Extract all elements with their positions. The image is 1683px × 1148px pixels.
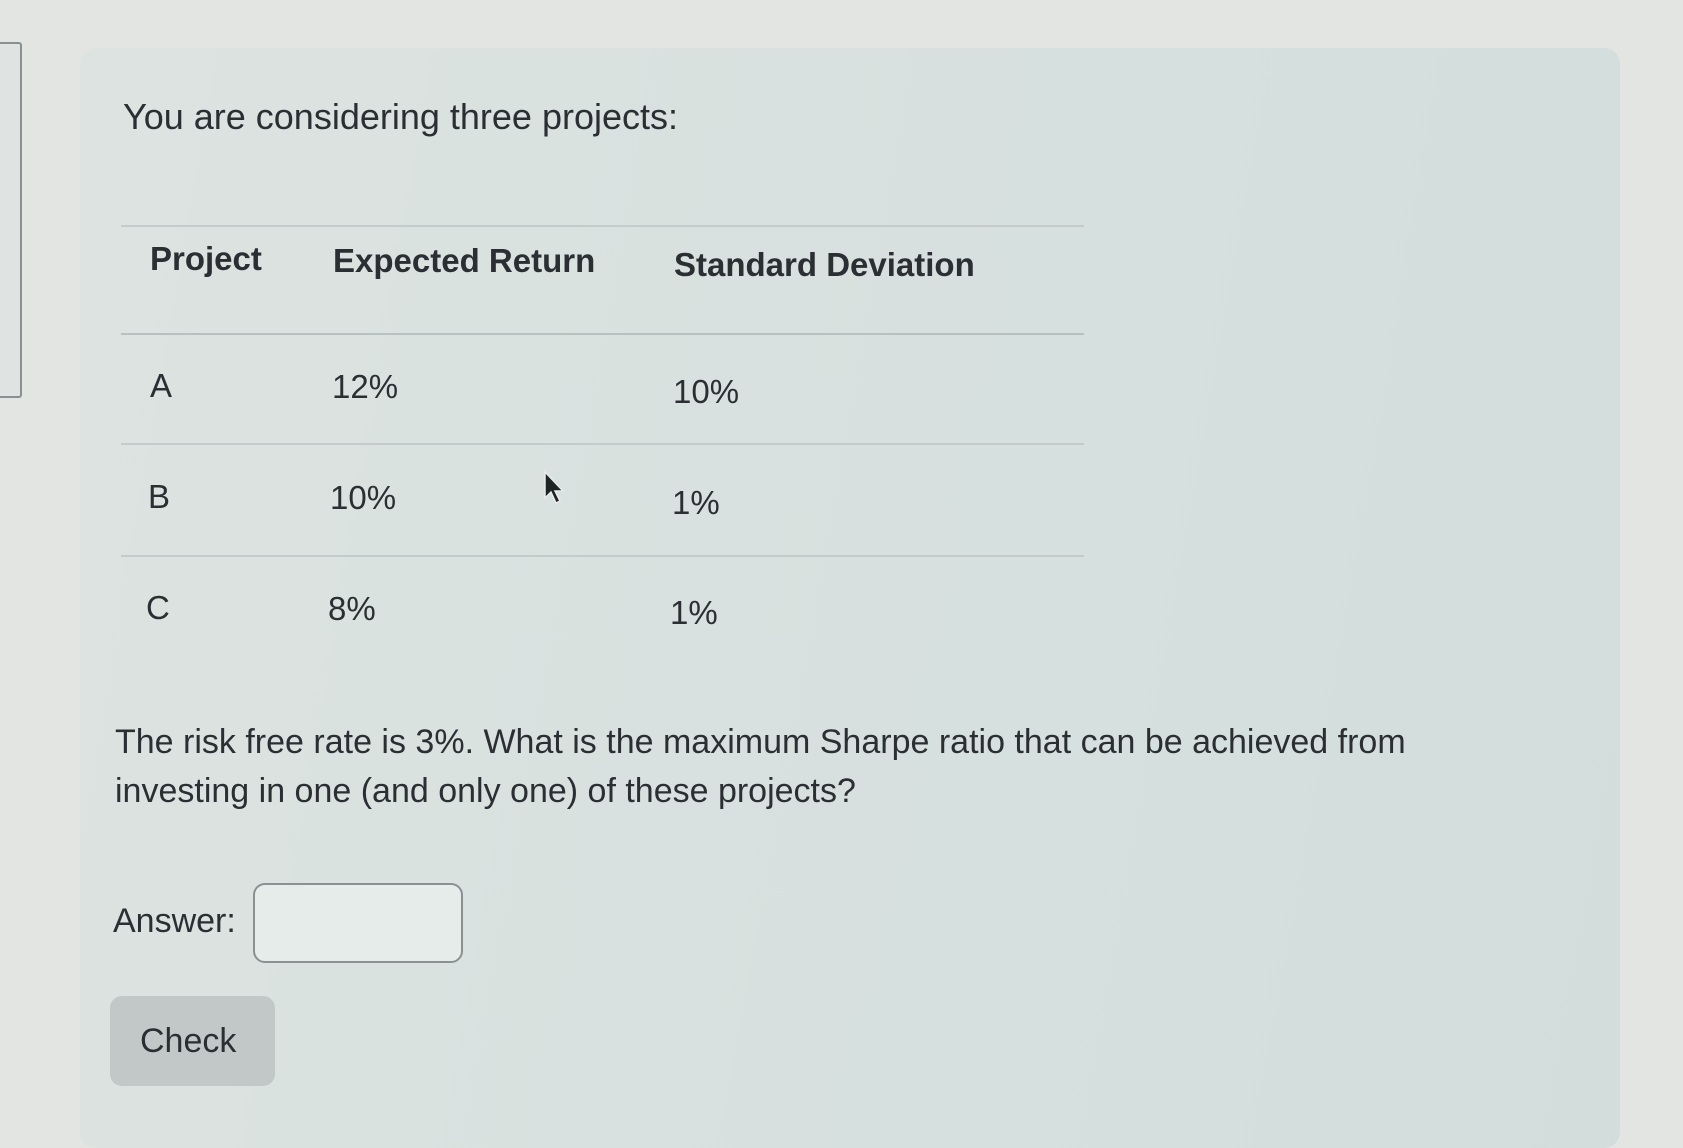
row-a-sd: 10% bbox=[673, 373, 740, 410]
row-c-return: 8% bbox=[328, 590, 376, 627]
row-c-project: C bbox=[146, 589, 170, 626]
check-button[interactable]: Check bbox=[110, 996, 275, 1086]
window-edge bbox=[0, 42, 22, 398]
question-card bbox=[80, 48, 1620, 1148]
row-b-sd: 1% bbox=[672, 484, 720, 521]
row-a-project: A bbox=[150, 367, 173, 404]
header-project: Project bbox=[150, 240, 262, 277]
question-intro: You are considering three projects: bbox=[123, 96, 679, 137]
header-expected-return: Expected Return bbox=[333, 242, 596, 279]
row-b-project: B bbox=[148, 478, 171, 515]
row-a-return: 12% bbox=[332, 368, 399, 405]
answer-input[interactable] bbox=[253, 883, 463, 963]
row-c-sd: 1% bbox=[670, 594, 718, 631]
question-prompt: The risk free rate is 3%. What is the ma… bbox=[115, 723, 1406, 810]
table-divider bbox=[121, 555, 1084, 557]
mouse-pointer-icon bbox=[544, 470, 565, 505]
row-b-return: 10% bbox=[330, 479, 397, 516]
table-divider bbox=[121, 443, 1084, 445]
header-standard-deviation: Standard Deviation bbox=[674, 246, 975, 283]
table-divider bbox=[121, 225, 1084, 227]
answer-label: Answer: bbox=[113, 902, 236, 940]
table-divider bbox=[121, 333, 1084, 335]
